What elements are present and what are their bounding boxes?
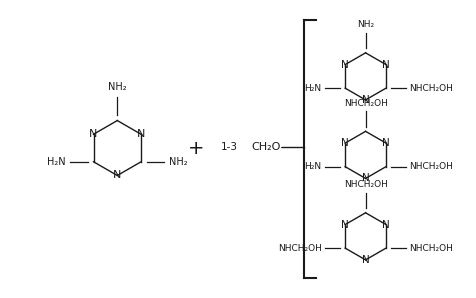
Text: N: N	[341, 60, 348, 70]
Text: N: N	[361, 255, 369, 265]
Text: N: N	[381, 220, 389, 229]
Text: N: N	[361, 173, 369, 184]
Text: CH₂O—: CH₂O—	[251, 142, 292, 152]
Text: H₂N: H₂N	[304, 84, 321, 93]
Text: NH₂: NH₂	[108, 82, 126, 92]
Text: NHCH₂OH: NHCH₂OH	[409, 84, 453, 93]
Text: NH₂: NH₂	[356, 20, 373, 29]
Text: N: N	[137, 129, 145, 139]
Text: N: N	[381, 60, 389, 70]
Text: N: N	[381, 138, 389, 148]
Text: NHCH₂OH: NHCH₂OH	[277, 244, 321, 253]
Text: N: N	[113, 170, 121, 181]
Text: +: +	[187, 139, 204, 158]
Text: N: N	[89, 129, 98, 139]
Text: N: N	[361, 95, 369, 105]
Text: NHCH₂OH: NHCH₂OH	[409, 162, 453, 171]
Text: NHCH₂OH: NHCH₂OH	[343, 99, 387, 108]
Text: H₂N: H₂N	[47, 157, 66, 167]
Text: N: N	[341, 138, 348, 148]
Text: NH₂: NH₂	[168, 157, 187, 167]
Text: H₂N: H₂N	[304, 162, 321, 171]
Text: NHCH₂OH: NHCH₂OH	[343, 180, 387, 189]
Text: NHCH₂OH: NHCH₂OH	[409, 244, 453, 253]
Text: 1-3: 1-3	[220, 142, 237, 152]
Text: N: N	[341, 220, 348, 229]
